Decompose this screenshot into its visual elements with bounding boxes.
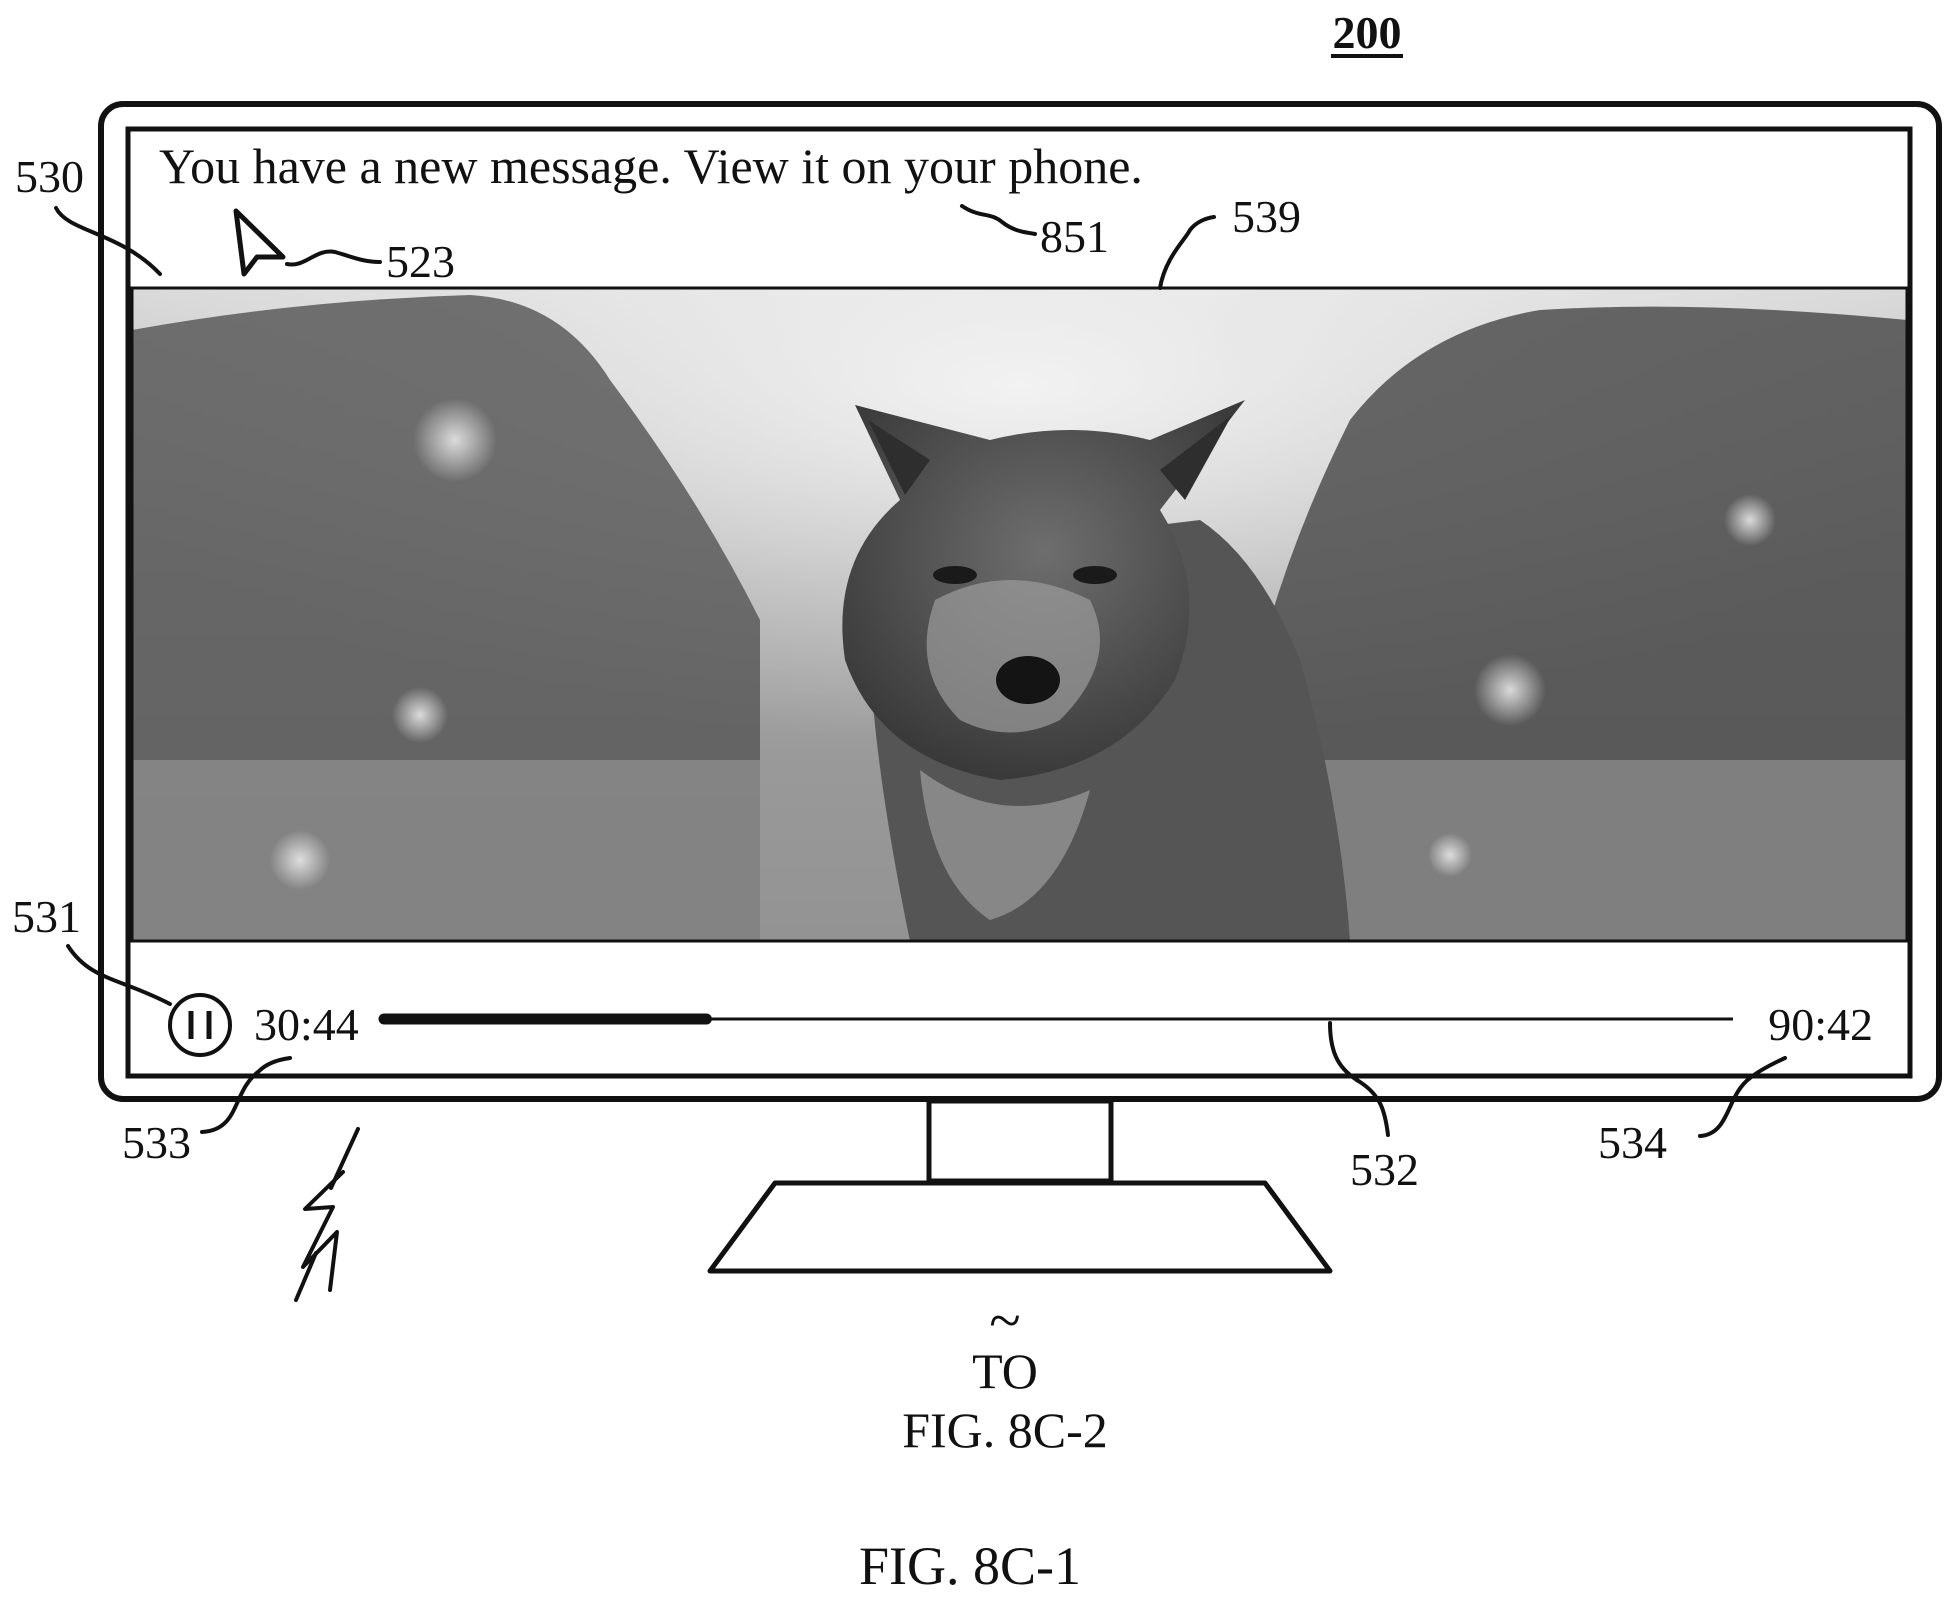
ref-label-pause-button: 531 <box>12 891 81 942</box>
ref-label-duration-time: 534 <box>1598 1117 1667 1168</box>
ref-label-cursor: 523 <box>386 236 455 287</box>
connector-to-label: TO <box>972 1343 1038 1399</box>
ref-label-message: 851 <box>1040 211 1109 262</box>
notification-message: You have a new message. View it on your … <box>159 138 1143 194</box>
figure-caption: FIG. 8C-1 <box>859 1536 1081 1594</box>
connector-target: FIG. 8C-2 <box>902 1402 1108 1458</box>
total-duration: 90:42 <box>1768 999 1873 1050</box>
ref-label-scrubber: 532 <box>1350 1144 1419 1195</box>
tv-neck <box>929 1101 1111 1181</box>
pause-button[interactable] <box>170 995 230 1055</box>
figure-number: 200 <box>1333 7 1402 58</box>
ref-label-elapsed-time: 533 <box>122 1117 191 1168</box>
ref-label-tv: 530 <box>15 151 84 202</box>
ref-label-video: 539 <box>1232 191 1301 242</box>
video-frame[interactable] <box>132 260 1907 941</box>
tv-base <box>710 1183 1330 1271</box>
elapsed-time: 30:44 <box>254 999 359 1050</box>
wireless-link-icon <box>296 1129 358 1300</box>
